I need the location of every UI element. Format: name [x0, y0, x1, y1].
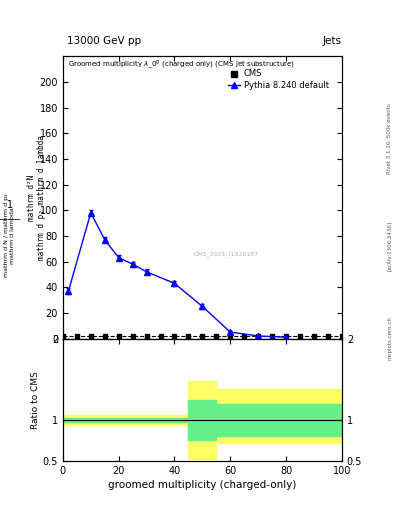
Y-axis label: mathrm d²N
mathrm d p₂ mathrm d lambda: mathrm d²N mathrm d p₂ mathrm d lambda — [27, 135, 46, 260]
Text: CMS_2021_I1920187: CMS_2021_I1920187 — [194, 251, 259, 257]
Y-axis label: Ratio to CMS: Ratio to CMS — [31, 371, 40, 429]
Text: 13000 GeV pp: 13000 GeV pp — [67, 36, 141, 46]
Text: mcplots.cern.ch: mcplots.cern.ch — [387, 316, 392, 360]
X-axis label: groomed multiplicity (charged-only): groomed multiplicity (charged-only) — [108, 480, 297, 490]
Text: Rivet 3.1.10, 500k events: Rivet 3.1.10, 500k events — [387, 103, 392, 174]
Text: Jets: Jets — [323, 36, 342, 46]
Text: Groomed multiplicity $\lambda\_0^0$ (charged only) (CMS jet substructure): Groomed multiplicity $\lambda\_0^0$ (cha… — [68, 58, 296, 71]
Text: mathrm d N / mathrm d p₂
mathrm d lambda: mathrm d N / mathrm d p₂ mathrm d lambda — [4, 194, 15, 278]
Legend: CMS, Pythia 8.240 default: CMS, Pythia 8.240 default — [225, 66, 332, 93]
Text: 1: 1 — [7, 200, 13, 210]
Text: [arXiv:1306.3436]: [arXiv:1306.3436] — [387, 221, 392, 271]
Text: ─────: ───── — [0, 217, 20, 223]
